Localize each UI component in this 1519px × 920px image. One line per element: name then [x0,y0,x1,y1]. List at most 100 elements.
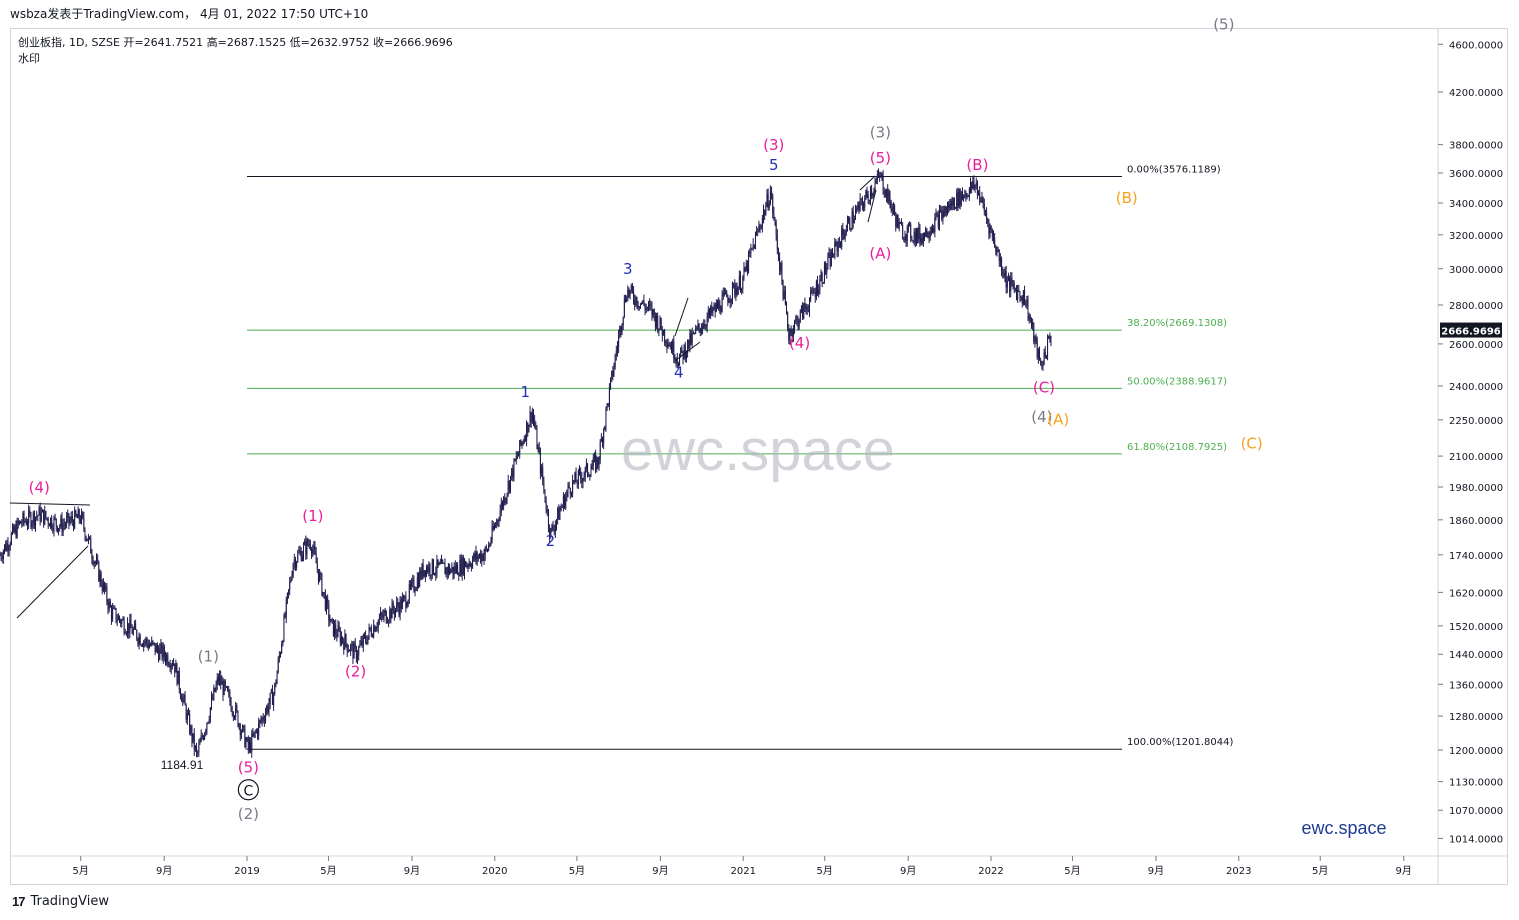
candle-body [984,211,986,214]
candle-body [1050,338,1052,341]
candle-body [866,191,868,195]
wave-label[interactable]: (4) [29,478,50,496]
candle-body [338,626,340,631]
candle-body [236,705,238,712]
candle-body [424,570,426,576]
candle-body [880,173,882,178]
elliott-wave-labels[interactable]: (4)(1)(5)C(2)(1)(2)1234(3)5(4)(3)(5)(A)(… [29,16,1263,824]
candle-body [569,488,571,494]
candle-body [554,524,556,532]
candle-body [627,289,629,300]
wave-label[interactable]: (B) [1116,189,1138,207]
trendlines[interactable] [9,175,877,619]
candle-body [316,563,318,570]
candle-body [124,632,126,634]
candle-body [719,301,721,312]
y-tick-label: 4200.0000 [1449,88,1503,99]
wave-label[interactable]: (5) [1213,16,1234,34]
candle-body [721,296,723,313]
wave-label[interactable]: (4) [1031,408,1052,426]
candle-body [630,285,632,291]
candle-body [70,516,72,521]
symbol-legend[interactable]: 创业板指, 1D, SZSE 开=2641.7521 高=2687.1525 低… [18,35,453,49]
candle-body [254,731,256,733]
candlestick-series[interactable] [0,168,1052,758]
wave-label[interactable]: 2 [546,532,556,550]
candle-body [501,502,503,507]
wave-label[interactable]: (5) [238,758,259,776]
candle-body [466,565,468,567]
candle-body [44,511,46,525]
wave-label[interactable]: 3 [623,260,633,278]
candle-body [46,517,48,519]
chart-frame[interactable] [10,28,1508,885]
candle-body [1049,335,1051,339]
trendline[interactable] [675,341,701,361]
candle-body [292,563,294,577]
candle-body [156,645,158,651]
trendline[interactable] [674,297,689,337]
candle-body [175,663,177,673]
candle-body [951,200,953,206]
wave-label[interactable]: (4) [789,334,810,352]
candle-body [89,536,91,538]
candle-body [144,641,146,643]
candle-body [20,521,22,524]
candle-body [783,290,785,299]
wave-label[interactable]: 1 [521,383,531,401]
y-tick-label: 1130.0000 [1449,778,1503,789]
trendline[interactable] [16,545,89,619]
candle-body [927,236,929,238]
candle-body [86,538,88,541]
wave-label[interactable]: (A) [869,244,891,262]
watermark-legend-label[interactable]: 水印 [18,52,40,65]
wave-label[interactable]: (5) [870,149,891,167]
wave-label[interactable]: 5 [769,156,779,174]
wave-label[interactable]: (1) [198,648,219,666]
candle-body [829,253,831,267]
candle-body [708,310,710,316]
wave-label[interactable]: (B) [966,156,988,174]
candle-body [934,217,936,232]
candle-body [437,559,439,565]
candle-body [704,324,706,327]
wave-label[interactable]: C [243,784,253,800]
fib-level-label: 61.80%(2108.7925) [1127,442,1227,453]
candle-body [809,300,811,311]
candle-body [671,345,673,353]
wave-label[interactable]: 4 [674,363,684,381]
candle-body [1011,277,1013,284]
candle-body [368,627,370,636]
candle-body [691,333,693,344]
wave-label[interactable]: (C) [1241,435,1263,453]
candle-body [1037,349,1039,359]
candle-body [391,602,393,619]
candle-body [167,654,169,665]
candle-body [36,516,38,518]
wave-label[interactable]: (1) [302,507,323,525]
wave-label[interactable]: (A) [1047,411,1069,429]
tradingview-logo[interactable]: 17 TradingView [12,894,109,909]
candle-body [665,341,667,344]
wave-label[interactable]: (2) [238,805,259,823]
candle-body [868,199,870,202]
trendline[interactable] [867,189,877,223]
wave-label[interactable]: (2) [345,663,366,681]
time-axis[interactable]: 5月 9月 2019 5月 9月 2020 5月 9月 2021 5月 9月 2022 5月 9月 2023… [72,856,1412,877]
fibonacci-retracement[interactable]: 0.00%(3576.1189) 38.20%(2669.1308) 50.00%(… [247,164,1233,750]
candle-body [1030,320,1032,326]
candle-body [24,521,26,523]
wave-label[interactable]: (C) [1033,379,1055,397]
candle-body [491,525,493,541]
trendline[interactable] [859,175,876,191]
trendline[interactable] [9,502,91,506]
candle-body [1027,300,1029,319]
watermark-text: ewc.space [621,418,895,483]
price-chart[interactable]: 4600.0000 4200.0000 3800.0000 3600.0000 3400… [0,0,1519,886]
wave-label[interactable]: (3) [870,124,891,142]
candle-body [936,213,938,215]
candle-body [744,267,746,272]
price-axis[interactable]: 4600.0000 4200.0000 3800.0000 3600.0000 3400… [10,29,1508,884]
wave-label[interactable]: (3) [763,136,784,154]
candle-body [401,598,403,609]
